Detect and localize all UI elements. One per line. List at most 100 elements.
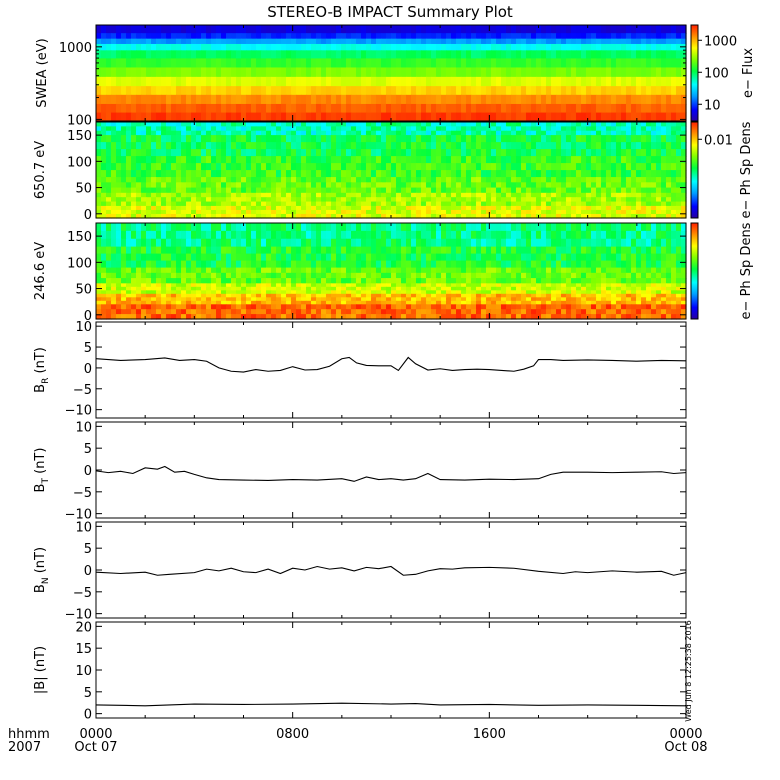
spectrogram-cell: [96, 230, 102, 240]
spectrogram-cell: [431, 122, 437, 127]
spectrogram-cell: [546, 246, 552, 255]
spectrogram-cell: [186, 209, 192, 215]
spectrogram-cell: [151, 253, 157, 262]
spectrogram-cell: [301, 290, 307, 295]
spectrogram-cell: [656, 201, 662, 207]
spectrogram-cell: [596, 192, 602, 198]
spectrogram-cell: [321, 112, 327, 122]
spectrogram-cell: [321, 163, 327, 171]
spectrogram-cell: [256, 182, 262, 189]
spectrogram-cell: [226, 197, 232, 203]
spectrogram-cell: [466, 223, 472, 232]
spectrogram-cell: [521, 230, 527, 240]
spectrogram-cell: [346, 260, 352, 269]
spectrogram-cell: [281, 230, 287, 240]
spectrogram-cell: [101, 94, 107, 105]
spectrogram-cell: [651, 156, 657, 164]
spectrogram-cell: [426, 213, 432, 219]
spectrogram-cell: [481, 163, 487, 171]
spectrogram-cell: [411, 130, 417, 136]
spectrogram-cell: [171, 213, 177, 219]
spectrogram-cell: [106, 260, 112, 269]
spectrogram-cell: [491, 177, 497, 183]
spectrogram-cell: [371, 260, 377, 269]
spectrogram-cell: [391, 156, 397, 164]
spectrogram-cell: [186, 205, 192, 211]
spectrogram-cell: [226, 67, 232, 78]
spectrogram-cell: [406, 86, 412, 96]
spectrogram-cell: [461, 170, 467, 178]
spectrogram-cell: [611, 278, 617, 284]
spectrogram-cell: [476, 163, 482, 171]
spectrogram-cell: [316, 156, 322, 164]
spectrogram-cell: [191, 33, 197, 40]
spectrogram-cell: [556, 122, 562, 127]
spectrogram-cell: [426, 223, 432, 232]
spectrogram-cell: [156, 197, 162, 203]
spectrogram-cell: [261, 135, 267, 143]
spectrogram-cell: [296, 142, 302, 150]
spectrogram-cell: [596, 135, 602, 143]
spectrogram-cell: [401, 192, 407, 198]
spectrogram-cell: [176, 290, 182, 295]
spectrogram-cell: [471, 286, 477, 291]
spectrogram-cell: [376, 267, 382, 274]
spectrogram-cell: [406, 163, 412, 171]
spectrogram-cell: [426, 209, 432, 215]
spectrogram-cell: [436, 253, 442, 262]
spectrogram-cell: [466, 182, 472, 189]
spectrogram-cell: [291, 43, 297, 51]
spectrogram-cell: [161, 223, 167, 232]
spectrogram-cell: [151, 142, 157, 150]
spectrogram-cell: [506, 67, 512, 78]
spectrogram-cell: [141, 182, 147, 189]
spectrogram-cell: [466, 67, 472, 78]
spectrogram-cell: [491, 283, 497, 288]
colorbar-tick-label: 10: [704, 98, 721, 113]
spectrogram-cell: [146, 177, 152, 183]
spectrogram-cell: [596, 156, 602, 164]
spectrogram-cell: [256, 272, 262, 279]
spectrogram-cell: [426, 267, 432, 274]
spectrogram-cell: [601, 201, 607, 207]
spectrogram-cell: [521, 182, 527, 189]
spectrogram-cell: [231, 33, 237, 40]
spectrogram-cell: [566, 182, 572, 189]
spectrogram-cell: [246, 182, 252, 189]
spectrogram-cell: [306, 58, 312, 69]
spectrogram-cell: [391, 163, 397, 171]
spectrogram-cell: [291, 86, 297, 96]
spectrogram-cell: [176, 149, 182, 157]
spectrogram-cell: [201, 122, 207, 127]
spectrogram-cell: [161, 286, 167, 291]
spectrogram-cell: [286, 253, 292, 262]
spectrogram-cell: [371, 156, 377, 164]
spectrogram-cell: [141, 223, 147, 232]
spectrogram-cell: [191, 223, 197, 232]
spectrogram-cell: [176, 112, 182, 122]
spectrogram-cell: [671, 177, 677, 183]
spectrogram-cell: [566, 201, 572, 207]
spectrogram-cell: [421, 142, 427, 150]
spectrogram-cell: [336, 182, 342, 189]
spectrogram-cell: [136, 182, 142, 189]
spectrogram-cell: [491, 38, 497, 45]
spectrogram-cell: [441, 94, 447, 105]
spectrogram-cell: [96, 112, 102, 122]
spectrogram-cell: [536, 86, 542, 96]
spectrogram-cell: [626, 112, 632, 122]
spectrogram-cell: [186, 272, 192, 279]
spectrogram-cell: [651, 25, 657, 34]
spectrogram-cell: [116, 290, 122, 295]
spectrogram-cell: [611, 135, 617, 143]
spectrogram-cell: [516, 76, 522, 87]
spectrogram-cell: [561, 25, 567, 34]
spectrogram-cell: [566, 58, 572, 69]
spectrogram-cell: [616, 286, 622, 291]
spectrogram-cell: [276, 182, 282, 189]
spectrogram-cell: [201, 246, 207, 255]
spectrogram-cell: [206, 126, 212, 132]
spectrogram-cell: [226, 38, 232, 45]
spectrogram-cell: [316, 283, 322, 288]
spectrogram-cell: [651, 201, 657, 207]
